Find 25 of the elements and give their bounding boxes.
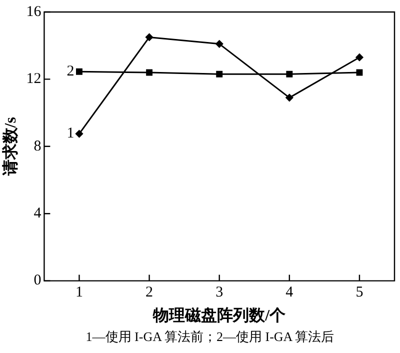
x-tick-label: 3 (216, 284, 224, 301)
text: 1—使用 I-GA 算法前；2—使用 I-GA 算法后 (84, 328, 336, 346)
point (75, 130, 83, 138)
x-axis-title: 物理磁盘阵列数/个 (152, 306, 287, 325)
y-tick-label: 16 (26, 4, 42, 20)
y-tick-label: 0 (34, 272, 42, 289)
y-tick-label: 4 (34, 206, 42, 222)
point (146, 33, 154, 41)
point (286, 94, 294, 102)
series-label: 1 (66, 126, 74, 142)
y-tick-label: 8 (34, 138, 42, 154)
y-axis-title: 请求数/s (2, 117, 20, 177)
point (356, 69, 363, 76)
point (356, 54, 364, 62)
point (216, 70, 223, 78)
x-tick-label: 1 (75, 284, 83, 301)
point (286, 70, 293, 78)
x-tick-label: 2 (146, 284, 154, 301)
x-tick-label: 4 (286, 284, 294, 301)
series-label: 2 (66, 64, 74, 80)
x-tick-label: 5 (356, 284, 364, 301)
point (146, 69, 153, 76)
y-tick-label: 12 (26, 71, 42, 88)
point (76, 68, 82, 75)
point (216, 40, 224, 48)
